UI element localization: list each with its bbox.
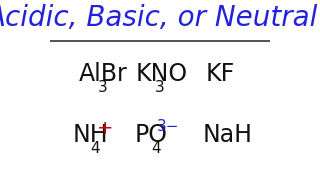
Text: 3: 3: [155, 80, 165, 95]
Text: 3: 3: [98, 80, 107, 95]
Text: +: +: [97, 119, 113, 138]
Text: AlBr: AlBr: [79, 62, 128, 86]
Text: NaH: NaH: [203, 123, 253, 147]
Text: PO: PO: [135, 123, 168, 147]
Text: 3−: 3−: [157, 119, 180, 134]
Text: Acidic, Basic, or Neutral?: Acidic, Basic, or Neutral?: [0, 4, 320, 32]
Text: 4: 4: [91, 141, 100, 156]
Text: KF: KF: [206, 62, 235, 86]
Text: NH: NH: [72, 123, 108, 147]
Text: KNO: KNO: [136, 62, 188, 86]
Text: 4: 4: [151, 141, 161, 156]
